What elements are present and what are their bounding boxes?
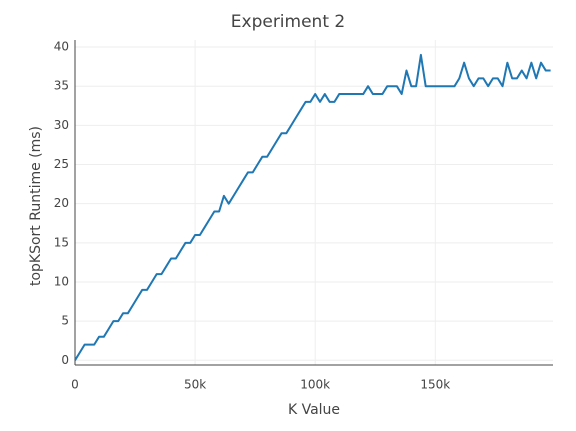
x-axis-label: K Value bbox=[288, 402, 340, 418]
y-tick-label: 20 bbox=[54, 196, 69, 210]
x-tick-label: 50k bbox=[184, 378, 206, 392]
y-tick-label: 25 bbox=[54, 157, 69, 171]
line bbox=[74, 53, 551, 361]
x-tick-label: 0 bbox=[71, 378, 79, 392]
x-tick-label: 100k bbox=[300, 378, 330, 392]
y-tick-label: 0 bbox=[61, 353, 69, 367]
y-axis-label: topKSort Runtime (ms) bbox=[28, 126, 44, 286]
y-tick-label: 40 bbox=[54, 40, 69, 54]
y-tick-label: 15 bbox=[54, 235, 69, 249]
y-tick-label: 30 bbox=[54, 118, 69, 132]
y-tick-label: 10 bbox=[54, 274, 69, 288]
x-tick-label: 150k bbox=[420, 378, 450, 392]
y-tick-label: 5 bbox=[61, 314, 69, 328]
y-tick-label: 35 bbox=[54, 79, 69, 93]
chart-title: Experiment 2 bbox=[231, 12, 345, 32]
